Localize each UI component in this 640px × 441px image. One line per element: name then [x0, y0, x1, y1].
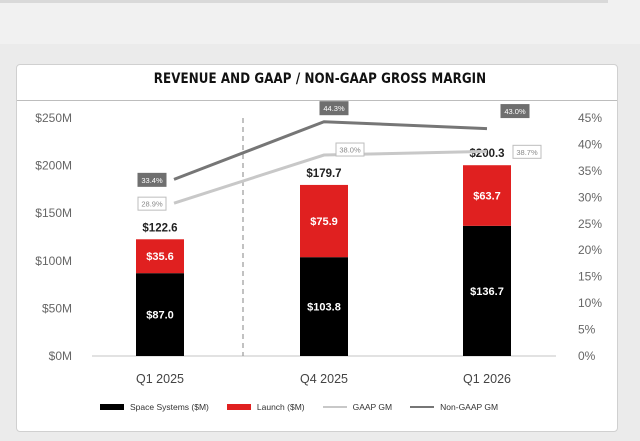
- right-axis-tick-label: 35%: [578, 164, 602, 178]
- legend-item-non-gaap-gm: Non-GAAP GM: [410, 402, 498, 412]
- non-gaap-gm-label-box: [500, 104, 530, 119]
- right-axis-tick-label: 40%: [578, 137, 602, 151]
- non-gaap-gm-label-box: [319, 101, 349, 116]
- legend-swatch-space-systems: [100, 404, 124, 410]
- legend-label-space-systems: Space Systems ($M): [130, 402, 209, 412]
- bar-label-launch: $63.7: [473, 191, 501, 203]
- chart-legend: Space Systems ($M) Launch ($M) GAAP GM N…: [100, 399, 516, 415]
- right-axis-tick-label: 30%: [578, 190, 602, 204]
- gaap-gm-label-box: [512, 144, 542, 159]
- gaap-gm-label-box: [335, 142, 365, 157]
- gaap-gm-data-label: 38.7%: [516, 148, 538, 157]
- non-gaap-gm-data-label: 44.3%: [323, 104, 345, 113]
- left-axis-tick-label: $250M: [35, 111, 72, 125]
- x-axis-category-label: Q1 2026: [463, 372, 511, 386]
- bar-launch: [136, 239, 184, 274]
- non-gaap-gm-data-label: 43.0%: [504, 107, 526, 116]
- legend-swatch-gaap-gm: [322, 406, 347, 408]
- bar-label-space-systems: $136.7: [470, 286, 504, 298]
- left-axis-tick-label: $100M: [35, 254, 72, 268]
- gaap-gm-label-box: [137, 196, 167, 211]
- right-axis-tick-label: 15%: [578, 270, 602, 284]
- right-axis-tick-label: 25%: [578, 217, 602, 231]
- title-divider: [17, 100, 617, 101]
- bar-total-label: $179.7: [306, 168, 341, 180]
- bar-label-space-systems: $87.0: [146, 310, 174, 322]
- legend-item-launch: Launch ($M): [226, 402, 305, 412]
- x-axis-category-label: Q1 2025: [136, 372, 184, 386]
- bar-space-systems: [136, 273, 184, 356]
- bar-label-space-systems: $103.8: [307, 302, 341, 314]
- legend-label-gaap-gm: GAAP GM: [352, 402, 393, 412]
- bar-launch: [300, 184, 348, 258]
- bar-label-launch: $35.6: [146, 251, 174, 263]
- non-gaap-gm-data-label: 33.4%: [141, 176, 163, 185]
- right-axis-tick-label: 45%: [578, 111, 602, 125]
- bar-space-systems: [300, 257, 348, 356]
- left-axis-tick-label: $200M: [35, 159, 72, 173]
- bar-space-systems: [463, 225, 511, 356]
- right-axis-tick-label: 0%: [578, 349, 596, 363]
- right-axis-tick-label: 10%: [578, 296, 602, 310]
- line-non-gaap-gm: [173, 120, 488, 181]
- bar-total-label: $122.6: [142, 222, 177, 234]
- legend-label-non-gaap-gm: Non-GAAP GM: [440, 402, 499, 412]
- chart-title: REVENUE AND GAAP / NON-GAAP GROSS MARGIN: [153, 71, 487, 87]
- legend-item-gaap-gm: GAAP GM: [322, 402, 393, 412]
- non-gaap-gm-label-box: [137, 172, 167, 187]
- x-axis-category-label: Q4 2025: [300, 372, 348, 386]
- header-divider: [0, 0, 608, 3]
- right-axis-tick-label: 20%: [578, 243, 602, 257]
- line-gaap-gm: [173, 149, 488, 205]
- bar-total-label: $200.3: [469, 148, 504, 160]
- left-axis-tick-label: $50M: [42, 301, 72, 315]
- legend-label-launch: Launch ($M): [256, 402, 305, 412]
- bar-label-launch: $75.9: [310, 216, 338, 228]
- page-header-band: [0, 0, 640, 44]
- left-axis-tick-label: $0M: [49, 349, 72, 363]
- legend-swatch-launch: [226, 404, 251, 410]
- right-axis-tick-label: 5%: [578, 323, 596, 337]
- left-axis-tick-label: $150M: [35, 206, 72, 220]
- gaap-gm-data-label: 28.9%: [141, 200, 163, 209]
- bar-launch: [463, 165, 511, 226]
- legend-swatch-non-gaap-gm: [410, 406, 435, 408]
- gaap-gm-data-label: 38.0%: [339, 146, 361, 155]
- legend-item-space-systems: Space Systems ($M): [100, 402, 209, 412]
